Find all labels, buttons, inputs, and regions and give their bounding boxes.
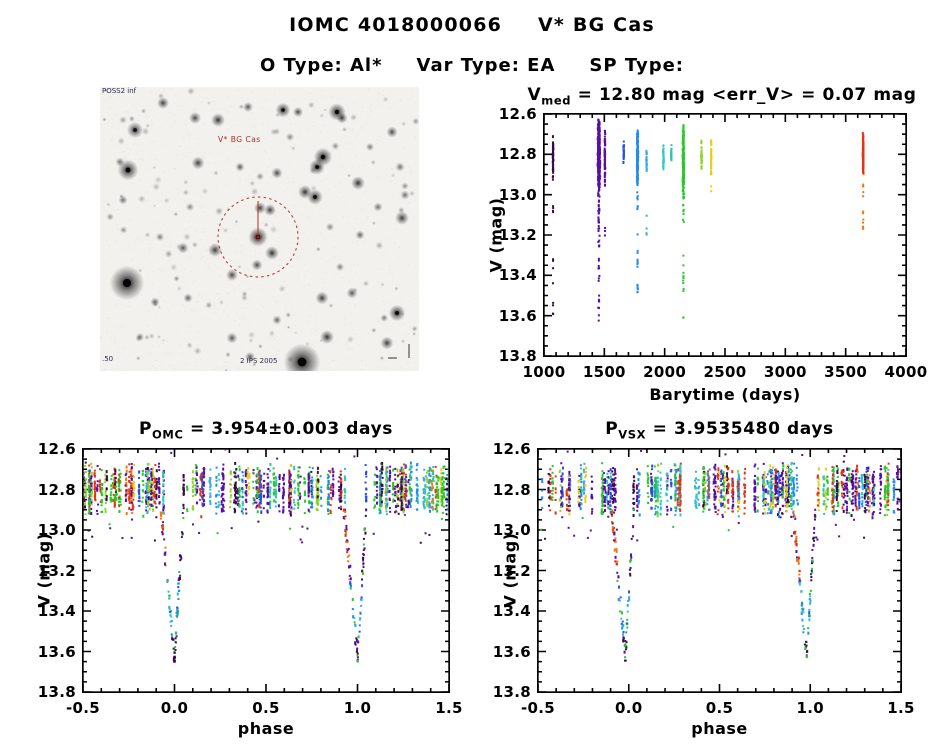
x-tick-label: 0.0 [160,699,189,717]
x-tick-label: 0.5 [705,699,734,717]
title-sub: OMC [152,427,184,442]
page-subtitle: O Type: Al* Var Type: EA SP Type: [0,55,944,76]
x-tick-label: 1000 [522,363,566,381]
starfield-image [100,87,419,371]
target-name-label: V* BG Cas [218,135,261,144]
page-title-id: IOMC 4018000066 [289,14,503,36]
x-axis-label: phase [691,719,748,738]
x-tick-label: 0.5 [252,699,280,717]
y-tick-label: 12.6 [498,105,537,123]
x-axis-label: phase [237,719,295,738]
finding-chart: POSS2 inf V* BG Cas 2 IPS 2005 .50 [100,87,419,371]
y-tick-label: 12.8 [37,480,76,499]
x-tick-label: 4000 [884,363,928,381]
title-pre: P [605,419,619,439]
title-post: = 3.954±0.003 days [183,419,394,439]
vartype-label: Var Type: EA [416,55,556,76]
vsx-plot-title: PVSX = 3.9535480 days [490,419,938,441]
y-tick-label: 13.6 [498,306,537,325]
y-tick-label: 13.2 [492,561,531,580]
time-lightcurve-plot: Vmed = 12.80 mag <err_V> = 0.07 mag V (m… [470,85,944,417]
y-tick-label: 12.8 [492,480,531,499]
title-post: = 3.9535480 days [646,419,834,439]
y-tick-label: 12.6 [492,440,531,458]
title-pre: P [138,419,153,439]
x-tick-label: 3500 [824,363,868,381]
page-title: IOMC 4018000066 V* BG Cas [0,14,944,36]
phase-omc-canvas [82,448,450,693]
coords-label: 2 IPS 2005 [240,357,278,365]
y-tick-label: 13.6 [37,642,76,661]
y-tick-label: 13.8 [492,683,531,701]
phase-omc-plot: POMC = 3.954±0.003 days V (mag) phase 12… [20,415,472,747]
y-tick-label: 13.0 [498,185,537,204]
phase-vsx-plot: PVSX = 3.9535480 days V (mag) phase 12.6… [490,415,938,747]
y-tick-label: 13.0 [37,521,76,539]
otype-label: O Type: Al* [259,55,383,76]
x-tick-label: 0.0 [615,699,643,717]
title-sub: VSX [618,427,647,442]
time-plot-title: Vmed = 12.80 mag <err_V> = 0.07 mag [470,85,944,107]
x-tick-label: 1.0 [343,699,372,717]
y-tick-label: 13.8 [37,683,76,701]
x-tick-label: 1.5 [887,699,915,717]
page-title-star: V* BG Cas [538,14,655,36]
sptype-label: SP Type: [589,55,684,76]
y-tick-label: 13.6 [492,642,531,661]
title-sub: med [541,93,572,108]
x-tick-label: 2000 [643,363,687,381]
x-tick-label: 3000 [763,363,807,381]
corner-label: .50 [102,355,114,363]
y-tick-label: 12.6 [37,440,76,458]
time-scatter-canvas [543,113,907,357]
y-tick-label: 12.8 [498,145,537,164]
x-axis-label: Barytime (days) [649,385,801,404]
y-tick-label: 13.4 [498,266,537,285]
title-pre: V [527,85,542,105]
y-tick-label: 13.2 [37,561,76,580]
y-tick-label: 13.2 [498,226,537,244]
phase-vsx-canvas [537,448,902,693]
y-tick-label: 13.4 [492,602,531,620]
title-post: = 12.80 mag <err_V> = 0.07 mag [571,85,917,105]
y-tick-label: 13.4 [37,602,76,620]
x-tick-label: -0.5 [66,699,100,717]
x-tick-label: 2500 [703,363,747,381]
omc-plot-title: POMC = 3.954±0.003 days [20,419,472,441]
survey-label: POSS2 inf [102,87,137,95]
x-tick-label: 1.0 [796,699,824,717]
x-tick-label: 1.5 [435,699,463,717]
y-tick-label: 13.0 [492,521,531,539]
x-tick-label: 1500 [582,363,626,381]
x-tick-label: -0.5 [521,699,555,717]
y-tick-label: 13.8 [498,347,537,365]
